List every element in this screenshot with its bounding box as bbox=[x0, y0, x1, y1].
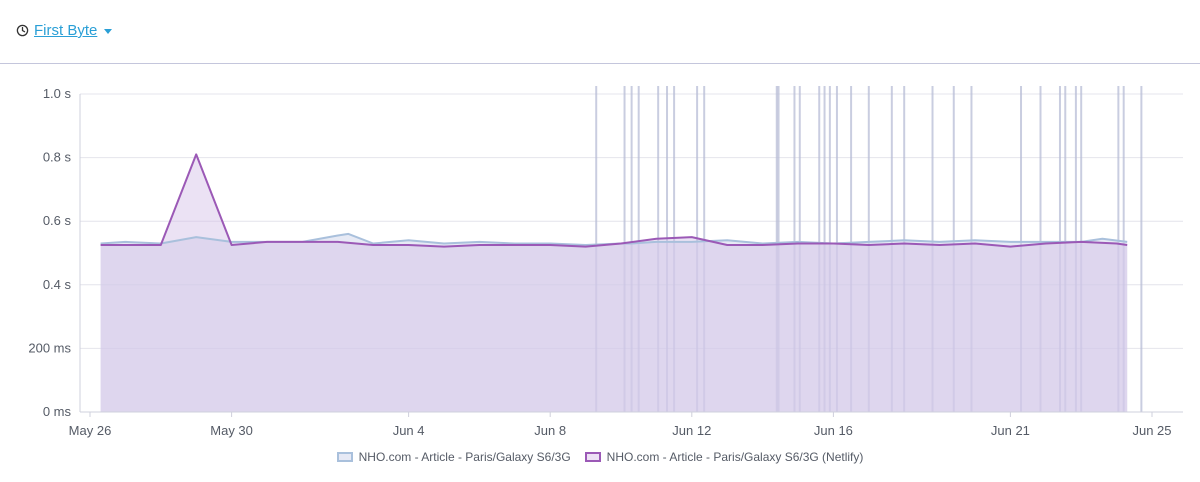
x-tick-label: Jun 4 bbox=[393, 423, 425, 438]
y-tick-label: 0.4 s bbox=[43, 277, 72, 292]
x-tick-label: May 26 bbox=[69, 423, 112, 438]
first-byte-chart: 0 ms 200 ms 0.4 s 0.6 s 0.8 s 1.0 s May 26 May … bbox=[28, 86, 1183, 438]
metric-label[interactable]: First Byte bbox=[34, 22, 98, 39]
header: First Byte bbox=[0, 0, 1200, 64]
x-tick-label: Jun 8 bbox=[534, 423, 566, 438]
x-tick-label: Jun 21 bbox=[991, 423, 1030, 438]
x-tick-label: Jun 16 bbox=[814, 423, 853, 438]
y-tick-label: 0.8 s bbox=[43, 150, 72, 165]
metric-dropdown[interactable]: First Byte bbox=[16, 22, 113, 39]
axes: 0 ms 200 ms 0.4 s 0.6 s 0.8 s 1.0 s May 26 May … bbox=[28, 86, 1183, 438]
y-tick-label: 0 ms bbox=[43, 404, 72, 419]
x-tick-label: May 30 bbox=[210, 423, 253, 438]
x-tick-label: Jun 25 bbox=[1132, 423, 1171, 438]
series-line-2 bbox=[100, 153, 1128, 248]
legend-item-series-1[interactable]: NHO.com - Article - Paris/Galaxy S6/3G bbox=[336, 450, 571, 464]
series-layer bbox=[100, 153, 1128, 412]
x-tick-label: Jun 12 bbox=[672, 423, 711, 438]
legend-swatch-series-1 bbox=[336, 452, 353, 462]
chart-legend: NHO.com - Article - Paris/Galaxy S6/3G N… bbox=[0, 450, 1200, 464]
legend-label-series-1: NHO.com - Article - Paris/Galaxy S6/3G bbox=[358, 450, 571, 464]
caret-down-icon[interactable] bbox=[104, 28, 113, 34]
y-tick-label: 1.0 s bbox=[43, 86, 72, 101]
legend-swatch-series-2 bbox=[584, 452, 601, 462]
legend-item-series-2[interactable]: NHO.com - Article - Paris/Galaxy S6/3G (… bbox=[584, 450, 864, 464]
legend-label-series-2: NHO.com - Article - Paris/Galaxy S6/3G (… bbox=[606, 450, 864, 464]
clock-icon bbox=[16, 24, 29, 37]
y-tick-label: 200 ms bbox=[28, 340, 71, 355]
y-tick-label: 0.6 s bbox=[43, 213, 72, 228]
series-area-2 bbox=[100, 154, 1128, 412]
series-area-1 bbox=[100, 233, 1128, 412]
